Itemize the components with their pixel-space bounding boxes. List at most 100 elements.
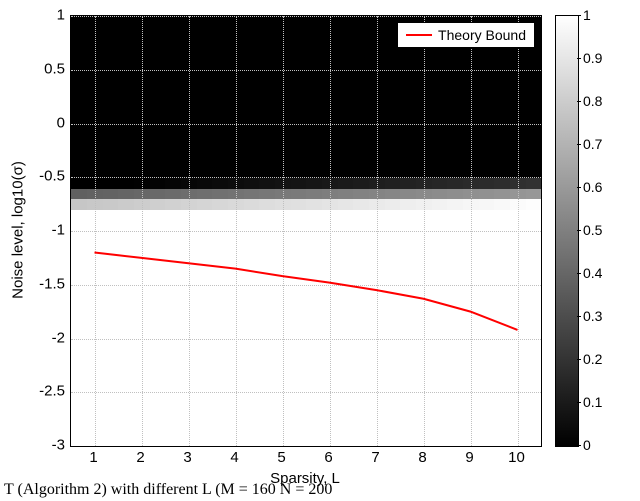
heatmap-cell <box>196 349 212 360</box>
heatmap-cell <box>447 253 463 264</box>
heatmap-cell <box>337 317 353 328</box>
heatmap-cell <box>118 339 134 350</box>
heatmap-cell <box>431 59 447 70</box>
heatmap-cell <box>431 306 447 317</box>
grid-line <box>71 177 541 178</box>
heatmap-cell <box>71 425 87 436</box>
heatmap-cell <box>400 403 416 414</box>
heatmap-cell <box>337 403 353 414</box>
heatmap-cell <box>494 188 510 199</box>
heatmap-cell <box>384 349 400 360</box>
heatmap-cell <box>431 113 447 124</box>
heatmap-cell <box>243 403 259 414</box>
heatmap-cell <box>212 382 228 393</box>
heatmap-cell <box>259 285 275 296</box>
heatmap-cell <box>212 296 228 307</box>
heatmap-cell <box>259 382 275 393</box>
heatmap-cell <box>290 16 306 27</box>
heatmap-cell <box>212 91 228 102</box>
heatmap-cell <box>149 242 165 253</box>
heatmap-cell <box>337 70 353 81</box>
heatmap-cell <box>525 231 541 242</box>
colorbar-tick-mark <box>577 273 581 274</box>
heatmap-cell <box>525 48 541 59</box>
heatmap-cell <box>384 414 400 425</box>
heatmap-cell <box>243 242 259 253</box>
heatmap-cell <box>306 81 322 92</box>
heatmap-cell <box>71 382 87 393</box>
heatmap-cell <box>353 156 369 167</box>
heatmap-cell <box>290 124 306 135</box>
heatmap-cell <box>494 382 510 393</box>
heatmap-cell <box>102 27 118 38</box>
heatmap-cell <box>102 306 118 317</box>
heatmap-cell <box>165 59 181 70</box>
heatmap-cell <box>306 210 322 221</box>
heatmap-cell <box>290 102 306 113</box>
heatmap-cell <box>71 124 87 135</box>
heatmap-cell <box>384 435 400 446</box>
heatmap-cell <box>478 199 494 210</box>
heatmap-cell <box>431 167 447 178</box>
heatmap-cell <box>118 403 134 414</box>
heatmap-cell <box>525 253 541 264</box>
heatmap-cell <box>337 296 353 307</box>
heatmap-cell <box>525 392 541 403</box>
heatmap-cell <box>102 156 118 167</box>
heatmap-cell <box>165 253 181 264</box>
heatmap-cell <box>306 328 322 339</box>
heatmap-cell <box>353 220 369 231</box>
heatmap-cell <box>478 48 494 59</box>
heatmap-cell <box>290 285 306 296</box>
heatmap-cell <box>400 242 416 253</box>
heatmap-cell <box>478 242 494 253</box>
heatmap-cell <box>478 306 494 317</box>
colorbar-tick-mark <box>577 101 581 102</box>
heatmap-cell <box>196 371 212 382</box>
colorbar-tick-label: 0.8 <box>583 93 602 109</box>
heatmap-cell <box>243 425 259 436</box>
heatmap-cell <box>290 27 306 38</box>
heatmap-cell <box>212 371 228 382</box>
heatmap-cell <box>196 231 212 242</box>
heatmap-cell <box>259 392 275 403</box>
heatmap-cell <box>306 253 322 264</box>
heatmap-cell <box>243 360 259 371</box>
heatmap-cell <box>384 145 400 156</box>
grid-line <box>71 124 541 125</box>
heatmap-cell <box>71 220 87 231</box>
heatmap-cell <box>243 70 259 81</box>
heatmap-cell <box>478 263 494 274</box>
heatmap-cell <box>149 403 165 414</box>
heatmap-cell <box>243 38 259 49</box>
heatmap-cell <box>259 102 275 113</box>
heatmap-cell <box>165 403 181 414</box>
heatmap-cell <box>212 285 228 296</box>
heatmap-cell <box>259 403 275 414</box>
heatmap-cell <box>71 392 87 403</box>
heatmap-cell <box>306 435 322 446</box>
heatmap-cell <box>212 317 228 328</box>
x-tick-label: 2 <box>136 449 144 466</box>
heatmap-cell <box>212 349 228 360</box>
heatmap-cell <box>243 317 259 328</box>
heatmap-cell <box>337 435 353 446</box>
heatmap-cell <box>337 242 353 253</box>
heatmap-cell <box>290 435 306 446</box>
heatmap-cell <box>431 414 447 425</box>
heatmap-cell <box>118 70 134 81</box>
heatmap-cell <box>384 70 400 81</box>
heatmap-cell <box>165 296 181 307</box>
heatmap-cell <box>478 328 494 339</box>
heatmap-cell <box>447 392 463 403</box>
heatmap-cell <box>196 145 212 156</box>
grid-line <box>71 231 541 232</box>
heatmap-cell <box>71 253 87 264</box>
heatmap-cell <box>71 414 87 425</box>
heatmap-cell <box>431 285 447 296</box>
heatmap-cell <box>290 296 306 307</box>
heatmap-cell <box>400 167 416 178</box>
heatmap-cell <box>102 16 118 27</box>
heatmap-cell <box>259 328 275 339</box>
heatmap-cell <box>149 199 165 210</box>
